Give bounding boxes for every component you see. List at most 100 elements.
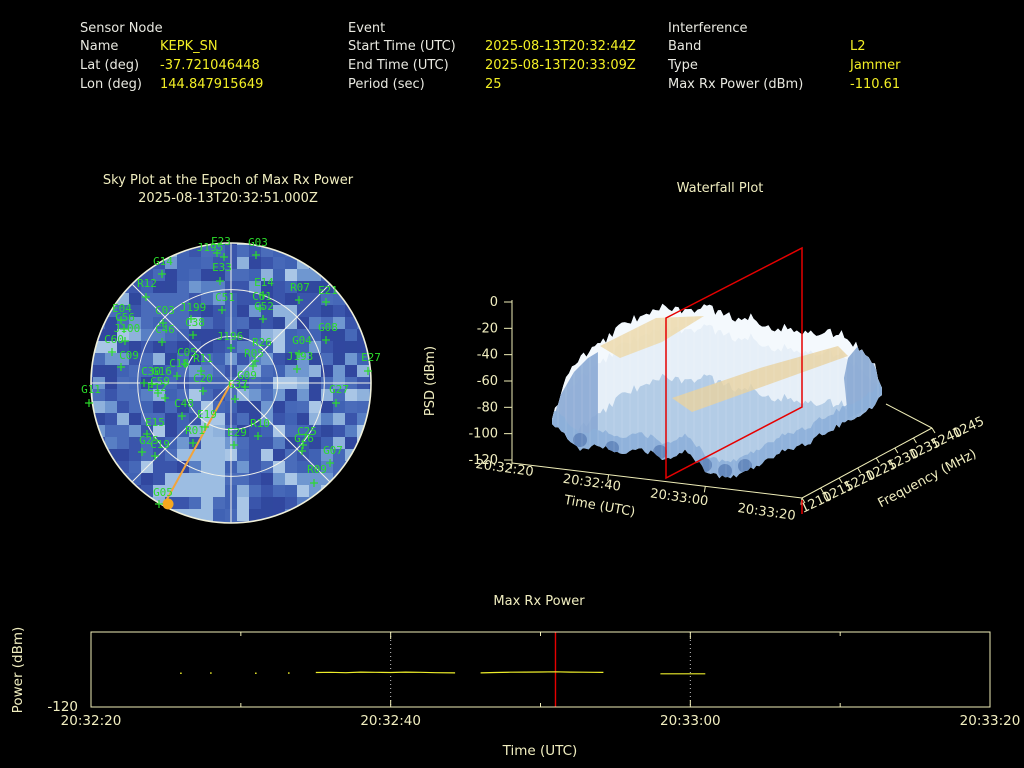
surface-dark-dip: [653, 445, 667, 459]
heatmap-cell: [261, 461, 274, 474]
heatmap-cell: [297, 473, 310, 486]
satellite-label: E27: [361, 351, 381, 364]
heatmap-cell: [249, 437, 262, 450]
heatmap-cell: [189, 305, 202, 318]
heatmap-cell: [297, 401, 310, 414]
satellite-label: E23: [211, 235, 231, 248]
frequency-tick: [838, 477, 843, 484]
heatmap-cell: [345, 437, 358, 450]
heatmap-cell: [201, 449, 214, 462]
heatmap-cell: [237, 485, 250, 498]
satellite-label: R07: [290, 281, 310, 294]
heatmap-cell: [285, 425, 298, 438]
heatmap-cell: [91, 425, 94, 438]
heatmap-cell: [249, 269, 262, 282]
event-section-title: Event: [348, 21, 386, 36]
heatmap-cell: [129, 437, 142, 450]
heatmap-cell: [273, 305, 286, 318]
satellite-label: G09: [237, 369, 257, 382]
epoch-plane: [665, 246, 803, 480]
heatmap-cell: [237, 353, 250, 366]
heatmap-cell: [357, 389, 370, 402]
satellite-label: C48: [174, 397, 194, 410]
x-tick-label: 20:33:20: [960, 713, 1021, 729]
heatmap-cell: [91, 413, 94, 426]
satellite-label: J100: [114, 322, 141, 335]
heatmap-cell: [309, 365, 322, 378]
frequency-tick: [931, 427, 936, 434]
heatmap-cell: [129, 497, 142, 510]
heatmap-cell: [273, 389, 286, 402]
heatmap-cell: [285, 293, 298, 306]
time-tick-3d: [607, 474, 610, 481]
heatmap-cell: [237, 437, 250, 450]
heatmap-cell: [177, 317, 190, 330]
event-period-value: 25: [485, 77, 502, 92]
heatmap-cell: [249, 461, 262, 474]
heatmap-cell: [213, 353, 226, 366]
heatmap-cell: [333, 365, 346, 378]
heatmap-cell: [129, 485, 142, 498]
heatmap-cell: [165, 281, 178, 294]
satellite-label: C51: [215, 291, 235, 304]
heatmap-cell: [273, 353, 286, 366]
psd-axis-label: PSD (dBm): [423, 346, 438, 416]
heatmap-cell: [333, 341, 346, 354]
waterfall-title: Waterfall Plot: [676, 181, 764, 196]
interference-maxpower-label: Max Rx Power (dBm): [668, 77, 804, 92]
heatmap-cell: [153, 449, 166, 462]
elevation-ring-60: [183, 335, 279, 431]
heatmap-cell: [177, 243, 190, 246]
heatmap-cell: [165, 425, 178, 438]
heatmap-cell: [285, 365, 298, 378]
heatmap-cell: [249, 341, 262, 354]
heatmap-cell: [201, 425, 214, 438]
heatmap-cell: [297, 413, 310, 426]
heatmap-cell: [129, 329, 142, 342]
heatmap-cell: [237, 449, 250, 462]
psd-tick-label: -60: [477, 374, 498, 389]
heatmap-cell: [117, 401, 130, 414]
heatmap-cell: [213, 317, 226, 330]
power-trace-segment: [480, 671, 604, 674]
satellite-label: E19: [197, 408, 217, 421]
heatmap-cell: [129, 401, 142, 414]
heatmap-cell: [237, 281, 250, 294]
heatmap-cell: [357, 365, 370, 378]
heatmap-cell: [273, 341, 286, 354]
frequency-tick: [912, 437, 917, 444]
interference-type-label: Type: [668, 58, 698, 73]
psd-tick-label: -120: [468, 453, 498, 468]
frequency-tick: [894, 447, 899, 454]
heatmap-cell: [201, 401, 214, 414]
heatmap-cell: [273, 413, 286, 426]
heatmap-cell: [285, 281, 298, 294]
heatmap-cell: [345, 365, 358, 378]
heatmap-cell: [153, 425, 166, 438]
heatmap-cell: [201, 509, 214, 522]
heatmap-cell: [201, 245, 214, 258]
heatmap-cell: [189, 257, 202, 270]
heatmap-cell: [273, 317, 286, 330]
heatmap-cell: [153, 485, 166, 498]
heatmap-cell: [105, 437, 118, 450]
satellite-label: R26: [252, 336, 272, 349]
heatmap-cell: [201, 329, 214, 342]
interference-source-dot: [162, 498, 174, 510]
heatmap-cell: [117, 473, 130, 486]
heatmap-cell: [201, 257, 214, 270]
heatmap-cell: [117, 365, 130, 378]
sensor-lat-value: -37.721046448: [160, 58, 260, 73]
heatmap-cell: [117, 305, 130, 318]
heatmap-cell: [213, 437, 226, 450]
azimuth-spoke: [131, 382, 232, 483]
heatmap-cell: [273, 449, 286, 462]
heatmap-cell: [345, 461, 358, 474]
sensor-lat-label: Lat (deg): [80, 58, 140, 73]
heatmap-cell: [201, 485, 214, 498]
satellite-label: R05: [244, 347, 264, 360]
heatmap-cell: [129, 473, 142, 486]
satellite-label: G08: [318, 321, 338, 334]
heatmap-cell: [177, 305, 190, 318]
frequency-tick: [820, 487, 825, 494]
